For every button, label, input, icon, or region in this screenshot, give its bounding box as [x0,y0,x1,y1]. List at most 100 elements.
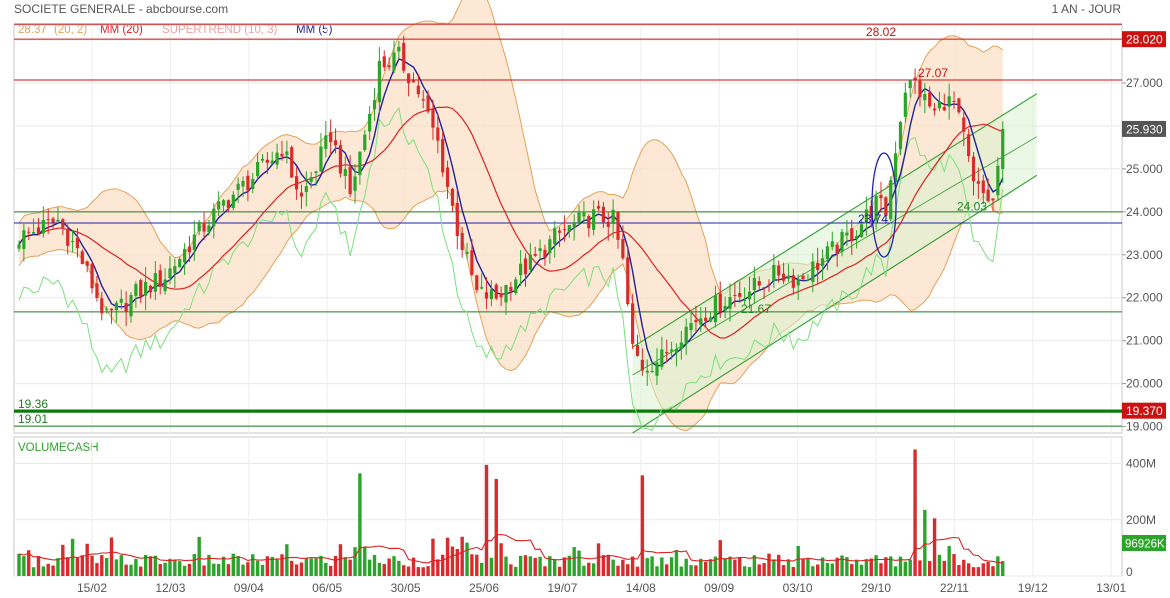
volume-bar [738,557,742,576]
volume-bar [61,544,65,576]
volume-bar [523,555,528,576]
volume-bar [392,556,396,576]
volume-bar [660,557,664,576]
volume-bar [46,563,50,576]
volume-bar [41,566,46,576]
period-label[interactable]: 1 AN - JOUR [1052,2,1122,16]
volume-bar [548,556,552,576]
date-axis: 15/02 12/03 09/04 06/05 30/05 25/06 19/07 14/08… [77,581,1127,595]
volume-bar [665,564,669,576]
volume-bar [358,473,362,576]
mm20-line [18,106,1003,339]
volume-bar [75,557,80,576]
candle-body [543,249,547,258]
candle-body [105,308,109,310]
volume-bar [178,561,182,576]
volume-average-line [18,533,1003,564]
volume-bar [66,557,70,576]
candle-body [363,134,367,150]
volume-bar [825,563,830,576]
volume-bar [611,559,615,576]
candle-body [397,46,401,52]
candlesticks [17,35,1005,386]
volume-bar [246,562,250,576]
volume-bar [216,563,221,576]
volume-panel: VOLUMECASH 400M 200M 0 96926K [13,436,1166,579]
candle-body [733,294,737,296]
volume-bar [986,561,990,576]
volume-bar [406,566,411,576]
volume-bar [143,554,148,576]
volume-bar [606,554,610,576]
volume-axis: 400M 200M 0 96926K [1122,457,1166,579]
volume-bar [197,536,201,576]
candle-body [426,95,430,112]
volume-bar [996,556,1000,576]
volume-bar [187,563,192,576]
candle-body [324,135,328,149]
candle-body [699,318,703,325]
candle-body [114,302,118,311]
volume-bar [655,566,659,576]
candle-body [738,292,742,297]
volume-bar [854,559,859,576]
volume-bar [382,564,386,576]
candle-body [294,176,299,190]
candle-body [967,134,971,157]
candle-body [796,280,800,286]
candle-body [889,180,893,220]
volume-bar [947,546,951,576]
volume-bar [333,555,338,576]
price-tick-label: 23.000 [1126,248,1163,262]
candle-body [538,248,542,252]
volume-bar [767,553,771,576]
candle-body [372,100,377,110]
volume-bar [153,555,158,576]
candle-body [70,240,75,242]
volume-bar [572,547,576,576]
volume-bar [952,554,956,576]
candle-body [163,279,167,292]
candle-body [280,153,284,157]
volume-bar [806,557,810,576]
price-tick-label: 25.000 [1126,162,1163,176]
candle-body [713,295,718,323]
date-tick-label: 29/10 [861,581,891,595]
volume-bar [815,564,820,576]
candle-body [489,289,493,300]
date-tick-label: 03/10 [783,581,813,595]
candle-body [178,258,182,268]
candle-body [533,253,537,256]
candle-body [421,99,425,101]
date-tick-label: 09/04 [234,581,264,595]
volume-bar [173,559,177,576]
volume-bar [455,548,459,576]
volume-average [18,533,1003,564]
volume-bar [212,563,216,576]
candle-body [781,273,786,281]
candle-body [884,197,888,216]
candle-body [251,178,255,189]
price-panel-frame [13,24,1123,434]
candle-body [971,156,976,182]
candle-body [830,241,834,247]
candle-body [90,264,94,289]
candle-body [46,219,50,221]
candle-body [411,79,416,83]
candle-body [772,264,776,281]
price-tick-label: 19.000 [1126,420,1163,434]
volume-bar [377,562,382,576]
candle-body [144,281,148,296]
volume-bar [796,545,800,576]
candle-body [504,285,508,303]
volume-bar [100,555,104,576]
volume-bar [699,558,703,576]
volume-bar [499,543,503,576]
candle-body [626,257,630,305]
volume-bar [231,553,235,576]
candle-body [660,349,664,367]
volume-bar [290,560,294,576]
candle-body [908,80,912,89]
candle-body [153,273,157,292]
date-tick-label: 25/06 [469,581,499,595]
